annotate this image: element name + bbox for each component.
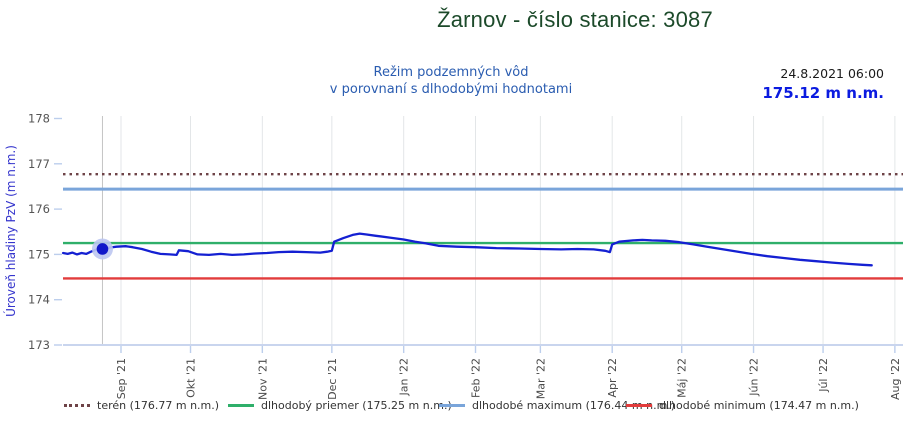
x-tick-label: Dec '21 xyxy=(326,358,339,400)
water-level-series[interactable] xyxy=(61,232,873,267)
x-tick-label: Aug '22 xyxy=(889,358,902,400)
selected-date: 24.8.2021 06:00 xyxy=(780,66,884,81)
teren-line-swatch xyxy=(64,404,90,407)
legend-label: terén (176.77 m n.m.) xyxy=(97,399,220,412)
chart-legend: terén (176.77 m n.m.) dlhodobý priemer (… xyxy=(0,399,912,421)
axis-ticks xyxy=(54,117,896,353)
legend-item-dlhodoby-priemer[interactable]: dlhodobý priemer (175.25 m n.m.) xyxy=(228,399,452,412)
x-tick-label: Feb '22 xyxy=(470,358,483,398)
legend-label: dlhodobý priemer (175.25 m n.m.) xyxy=(261,399,452,412)
selected-point-readout: 24.8.2021 06:00 175.12 m n.m. xyxy=(762,66,884,102)
marker-dot[interactable] xyxy=(96,243,109,255)
x-tick-label: Máj '22 xyxy=(676,358,689,398)
priemer-line-swatch xyxy=(228,404,254,407)
y-tick-label: 173 xyxy=(28,338,50,352)
page-title: Žarnov - číslo stanice: 3087 xyxy=(437,7,713,32)
y-tick-label: 178 xyxy=(28,112,50,126)
chart-subtitle: Režim podzemných vôd v porovnaní s dlhod… xyxy=(0,64,902,98)
x-tick-label: Okt '21 xyxy=(185,358,198,398)
x-tick-label: Mar '22 xyxy=(534,358,547,399)
y-tick-label: 176 xyxy=(28,202,50,216)
y-tick-label: 174 xyxy=(28,293,50,307)
axis-tick-labels: Sep '21 Okt '21 Nov '21 Dec '21 Jan '22 Feb '… xyxy=(28,112,902,401)
legend-item-dlhodobe-minimum[interactable]: dlhodobé minimum (174.47 m n.m.) xyxy=(626,399,859,412)
month-gridlines xyxy=(120,116,896,345)
selected-point-marker[interactable] xyxy=(91,238,113,260)
y-tick-label: 175 xyxy=(28,247,50,261)
x-tick-label: Jan '22 xyxy=(398,358,411,396)
x-tick-label: Júl '22 xyxy=(817,358,830,393)
minimum-line-swatch xyxy=(626,404,652,407)
selected-value: 175.12 m n.m. xyxy=(762,84,884,102)
subtitle-line-2: v porovnaní s dlhodobými hodnotami xyxy=(329,82,573,97)
legend-item-teren[interactable]: terén (176.77 m n.m.) xyxy=(64,399,219,412)
x-tick-label: Jún '22 xyxy=(748,358,761,397)
legend-label: dlhodobé minimum (174.47 m n.m.) xyxy=(659,399,859,412)
legend-item-dlhodobe-maximum[interactable]: dlhodobé maximum (176.44 m n.m.) xyxy=(439,399,675,412)
y-tick-label: 177 xyxy=(28,157,50,171)
reference-lines xyxy=(63,173,903,280)
subtitle-line-1: Režim podzemných vôd xyxy=(373,65,529,80)
x-tick-label: Nov '21 xyxy=(256,358,269,400)
x-tick-label: Apr '22 xyxy=(606,358,619,398)
x-tick-label: Sep '21 xyxy=(115,358,128,399)
legend-label: dlhodobé maximum (176.44 m n.m.) xyxy=(472,399,676,412)
water-level-line[interactable] xyxy=(61,232,873,267)
maximum-line-swatch xyxy=(439,404,465,407)
